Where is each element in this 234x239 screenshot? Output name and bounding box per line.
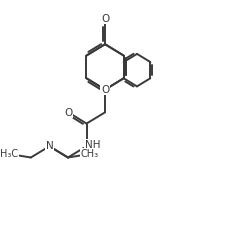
Text: H₃C: H₃C (0, 149, 18, 159)
Text: O: O (101, 14, 109, 24)
Text: O: O (64, 108, 72, 118)
Text: NH: NH (85, 140, 101, 150)
Text: N: N (46, 141, 53, 151)
Text: O: O (101, 85, 109, 95)
Text: CH₃: CH₃ (80, 149, 99, 159)
